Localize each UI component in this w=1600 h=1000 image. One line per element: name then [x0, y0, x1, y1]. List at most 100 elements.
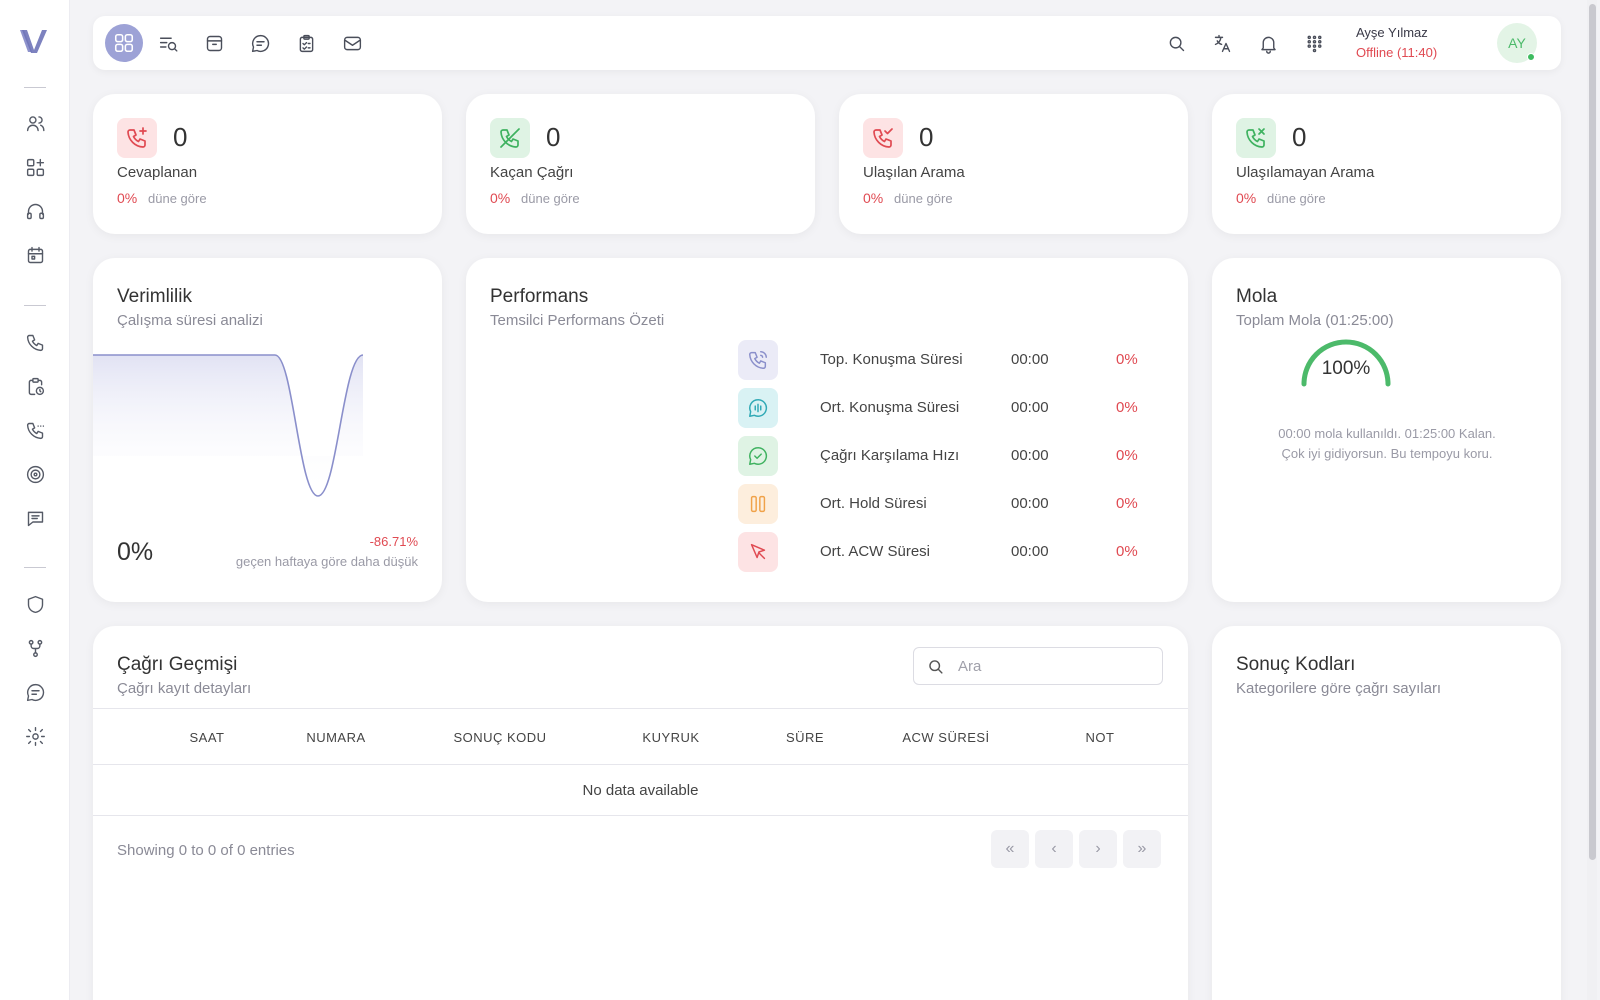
sidebar-divider: [24, 567, 46, 568]
sidebar-chat-bubble-icon[interactable]: [23, 680, 47, 704]
break-motivation-text: Çok iyi gidiyorsun. Bu tempoyu koru.: [1281, 446, 1493, 461]
sidebar: [0, 0, 70, 1000]
table-entries-info: Showing 0 to 0 of 0 entries: [117, 842, 295, 859]
chat-icon[interactable]: [248, 31, 272, 55]
stat-change-pct: 0%: [863, 190, 884, 206]
stat-card-unreached: 0 Ulaşılamayan Arama 0% düne göre: [1212, 94, 1561, 234]
break-card: Mola Toplam Mola (01:25:00) 100% 00:00 m…: [1212, 258, 1561, 602]
pagination-last-button[interactable]: »: [1123, 830, 1161, 868]
avatar[interactable]: AY: [1497, 23, 1537, 63]
stat-value: 0: [546, 122, 561, 152]
page-scrollbar-thumb[interactable]: [1589, 4, 1596, 860]
column-header-number[interactable]: NUMARA: [306, 730, 366, 745]
stat-value: 0: [919, 122, 934, 152]
performance-subtitle: Temsilci Performans Özeti: [490, 312, 665, 329]
column-header-time[interactable]: SAAT: [189, 730, 225, 745]
pause-icon: [738, 484, 778, 524]
performance-title: Performans: [490, 286, 589, 307]
efficiency-sparkline: [93, 354, 364, 497]
performance-label: Ort. Konuşma Süresi: [820, 399, 960, 416]
pagination-first-button[interactable]: «: [991, 830, 1029, 868]
stat-compare-text: düne göre: [148, 191, 207, 206]
phone-check-icon: [863, 118, 903, 158]
break-gauge-pct: 100%: [1321, 358, 1371, 379]
phone-plus-icon: [117, 118, 157, 158]
performance-label: Ort. ACW Süresi: [820, 543, 931, 560]
app-logo[interactable]: [18, 26, 48, 56]
performance-pct: 0%: [1116, 351, 1138, 368]
sidebar-calendar-icon[interactable]: [23, 243, 47, 267]
cursor-click-icon: [738, 532, 778, 572]
table-divider: [93, 708, 1188, 709]
break-subtitle: Toplam Mola (01:25:00): [1236, 312, 1394, 329]
top-bar: Ayşe Yılmaz Offline (11:40) AY: [93, 16, 1561, 70]
column-header-note[interactable]: NOT: [1085, 730, 1115, 745]
performance-card: Performans Temsilci Performans Özeti Top…: [466, 258, 1188, 602]
column-header-acw-duration[interactable]: ACW SÜRESİ: [902, 730, 990, 745]
bell-icon[interactable]: [1256, 31, 1280, 55]
stat-label: Ulaşılan Arama: [863, 164, 965, 181]
stat-change-pct: 0%: [490, 190, 511, 206]
performance-time: 00:00: [1011, 399, 1049, 416]
column-header-result-code[interactable]: SONUÇ KODU: [453, 730, 547, 745]
call-history-title: Çağrı Geçmişi: [117, 654, 238, 675]
call-history-card: Çağrı Geçmişi Çağrı kayıt detayları SAAT…: [93, 626, 1188, 1000]
archive-box-icon[interactable]: [202, 31, 226, 55]
message-check-icon: [738, 436, 778, 476]
dialpad-icon[interactable]: [1302, 31, 1326, 55]
pagination-prev-button[interactable]: ‹: [1035, 830, 1073, 868]
efficiency-title: Verimlilik: [117, 286, 192, 307]
performance-label: Ort. Hold Süresi: [820, 495, 927, 512]
call-history-search-input[interactable]: [958, 648, 1154, 684]
pagination-next-button[interactable]: ›: [1079, 830, 1117, 868]
clipboard-check-icon[interactable]: [294, 31, 318, 55]
sidebar-apps-plus-icon[interactable]: [23, 155, 47, 179]
call-history-search: [913, 647, 1163, 685]
sidebar-clipboard-clock-icon[interactable]: [23, 374, 47, 398]
stat-card-reached: 0 Ulaşılan Arama 0% düne göre: [839, 94, 1188, 234]
stat-change-pct: 0%: [117, 190, 138, 206]
performance-pct: 0%: [1116, 543, 1138, 560]
sidebar-phone-calling-icon[interactable]: [23, 418, 47, 442]
phone-missed-icon: [490, 118, 530, 158]
sidebar-git-branch-icon[interactable]: [23, 636, 47, 660]
performance-pct: 0%: [1116, 399, 1138, 416]
stat-change-pct: 0%: [1236, 190, 1257, 206]
sidebar-users-icon[interactable]: [23, 111, 47, 135]
table-divider: [93, 764, 1188, 765]
stat-compare-text: düne göre: [894, 191, 953, 206]
gauge-fill: [1301, 339, 1391, 387]
sidebar-divider: [24, 305, 46, 306]
performance-row: Ort. Hold Süresi 00:00 0%: [738, 484, 1158, 524]
sparkline-area: [93, 355, 363, 496]
performance-time: 00:00: [1011, 447, 1049, 464]
break-usage-text: 00:00 mola kullanıldı. 01:25:00 Kalan.: [1278, 426, 1496, 441]
performance-row: Ort. ACW Süresi 00:00 0%: [738, 532, 1158, 572]
list-search-icon[interactable]: [156, 31, 180, 55]
mail-icon[interactable]: [340, 31, 364, 55]
column-header-queue[interactable]: KUYRUK: [642, 730, 700, 745]
dashboard-home-button[interactable]: [105, 24, 143, 62]
result-codes-title: Sonuç Kodları: [1236, 654, 1356, 675]
sidebar-target-icon[interactable]: [23, 462, 47, 486]
voice-message-icon: [738, 388, 778, 428]
break-title: Mola: [1236, 286, 1278, 307]
sidebar-phone-icon[interactable]: [23, 330, 47, 354]
stat-card-answered: 0 Cevaplanan 0% düne göre: [93, 94, 442, 234]
column-header-duration[interactable]: SÜRE: [785, 730, 825, 745]
table-empty-message: No data available: [582, 782, 699, 799]
performance-pct: 0%: [1116, 447, 1138, 464]
sidebar-message-icon[interactable]: [23, 506, 47, 530]
sidebar-settings-icon[interactable]: [23, 724, 47, 748]
translate-icon[interactable]: [1210, 31, 1234, 55]
search-icon[interactable]: [1164, 31, 1188, 55]
avatar-initials: AY: [1508, 35, 1526, 51]
result-codes-subtitle: Kategorilere göre çağrı sayıları: [1236, 680, 1442, 697]
stat-card-missed: 0 Kaçan Çağrı 0% düne göre: [466, 94, 815, 234]
efficiency-value: 0%: [117, 538, 154, 566]
performance-row: Ort. Konuşma Süresi 00:00 0%: [738, 388, 1158, 428]
sidebar-shield-icon[interactable]: [23, 592, 47, 616]
sidebar-headphones-icon[interactable]: [23, 199, 47, 223]
user-status[interactable]: Offline (11:40): [1356, 45, 1438, 60]
sidebar-divider: [24, 87, 46, 88]
